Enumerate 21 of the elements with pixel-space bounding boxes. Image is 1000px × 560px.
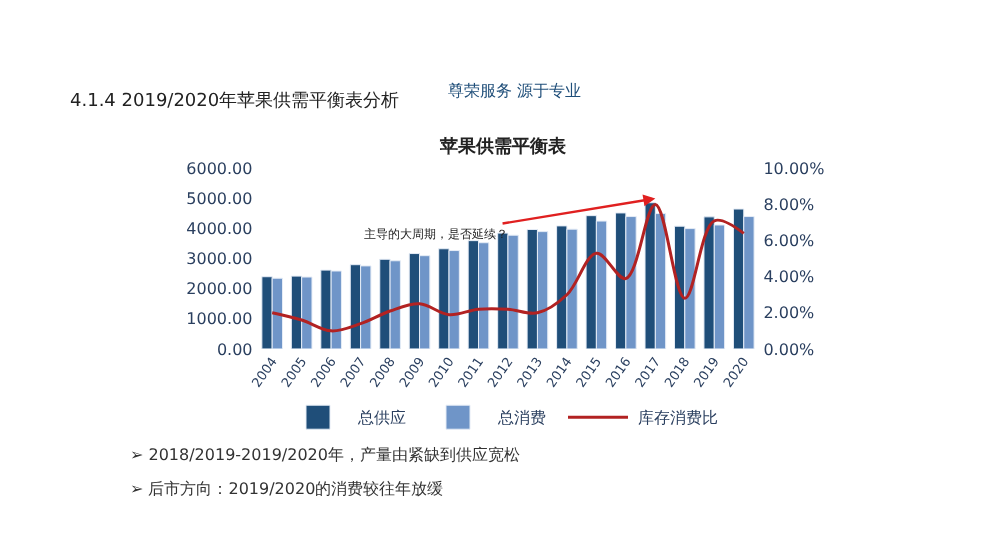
text: ➢ 后市方向：2019/2020的消费较往年放缓 xyxy=(130,480,444,498)
y-tick-label: 1000.00 xyxy=(186,310,253,329)
y2-tick-label: 6.00% xyxy=(763,232,816,251)
text: ➢ 2018/2019-2019/2020年，产量由紧缺到供应宽松 xyxy=(130,446,520,464)
y2-tick-label: 4.00% xyxy=(763,268,816,287)
y-tick-label: 3000.00 xyxy=(186,250,253,269)
legend-label: 总供应 xyxy=(356,409,406,428)
legend-label: 库存消费比 xyxy=(638,409,718,428)
y-tick-label: 4000.00 xyxy=(186,220,253,239)
y-tick-label: 2000.00 xyxy=(186,280,253,299)
y-tick-label: 6000.00 xyxy=(186,160,253,179)
y2-tick-label: 2.00% xyxy=(763,304,816,323)
y-tick-label: 5000.00 xyxy=(186,190,253,209)
legend-label: 总消费 xyxy=(496,409,546,428)
y2-tick-label: 0.00% xyxy=(763,340,816,359)
text: 尊荣服务 源于专业 xyxy=(448,82,582,100)
chart-title: 苹果供需平衡表 xyxy=(438,136,568,158)
y-tick-label: 0.00 xyxy=(216,340,253,359)
text: 4.1.4 2019/2020年苹果供需平衡表分析 xyxy=(70,90,400,112)
y2-tick-label: 8.00% xyxy=(763,196,816,215)
y2-tick-label: 10.00% xyxy=(763,160,826,179)
